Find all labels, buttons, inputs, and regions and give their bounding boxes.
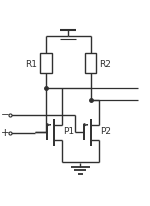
Text: R1: R1 xyxy=(25,59,37,68)
Bar xyxy=(85,54,96,73)
Text: +: + xyxy=(1,128,9,138)
Text: R2: R2 xyxy=(99,59,111,68)
Bar xyxy=(40,54,52,73)
Text: P2: P2 xyxy=(100,127,111,136)
Text: −: − xyxy=(1,110,10,120)
Text: P1: P1 xyxy=(63,127,74,136)
